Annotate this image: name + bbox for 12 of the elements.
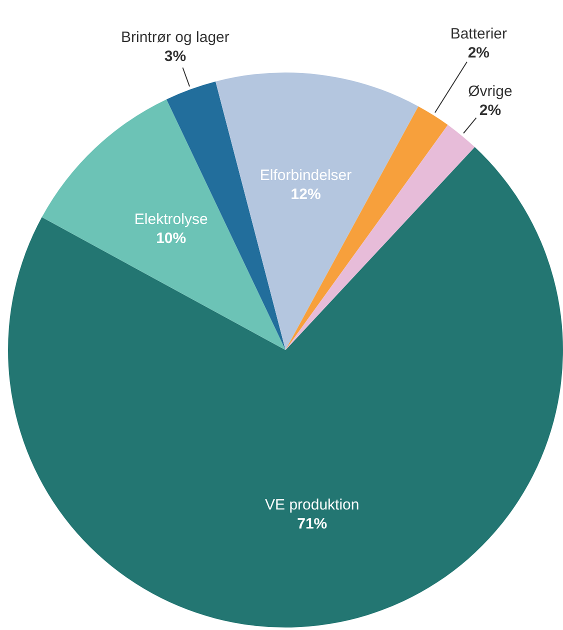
data-label: 3% xyxy=(164,48,186,66)
slice-label: Batterier xyxy=(450,25,508,42)
slice-label: Elektrolyse xyxy=(134,211,208,228)
slice-label: Øvrige xyxy=(468,82,512,100)
data-label: 12% xyxy=(290,186,321,203)
slice-label: VE produktion xyxy=(265,496,360,514)
data-label: 71% xyxy=(297,516,328,532)
slice-label: Elforbindelser xyxy=(260,166,352,184)
data-label: 2% xyxy=(468,44,490,62)
data-label: 2% xyxy=(479,102,502,119)
slice-label: Brintrør og lager xyxy=(121,29,230,46)
data-label: 10% xyxy=(156,230,186,248)
